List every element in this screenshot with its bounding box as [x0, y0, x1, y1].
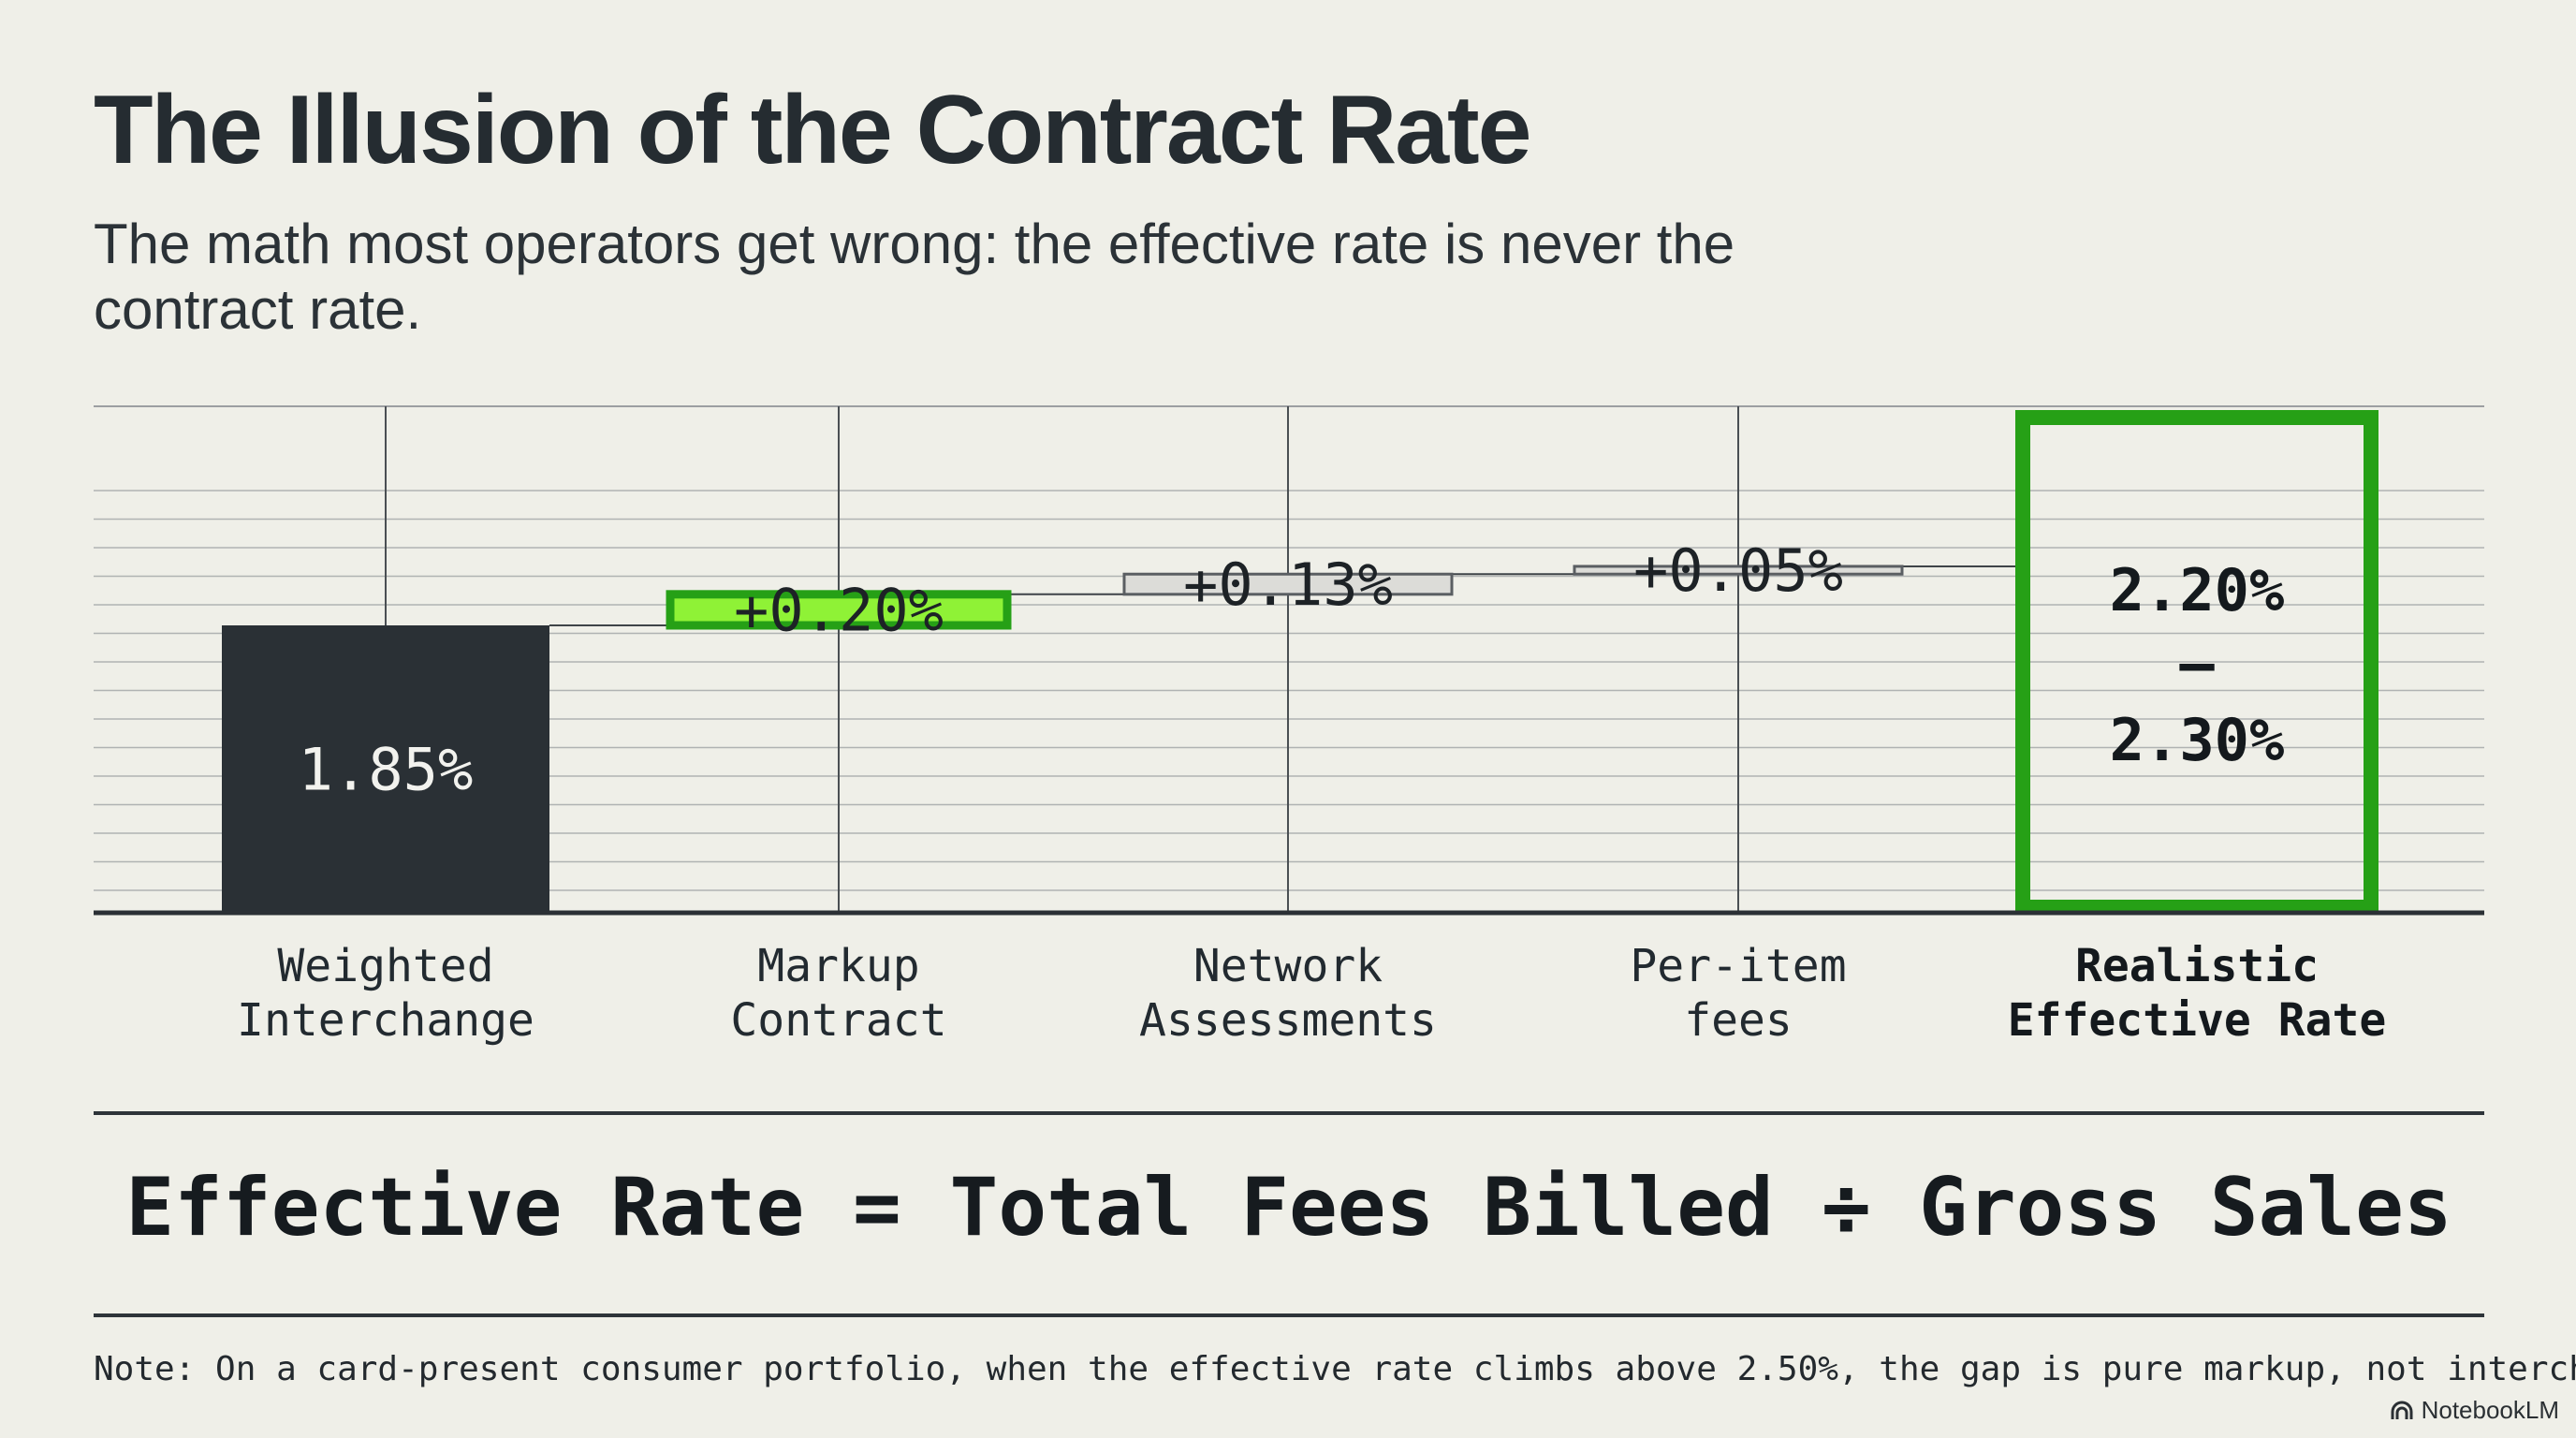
bar-increment — [1573, 565, 1904, 576]
bar-range-label: 2.20% — [2110, 556, 2285, 624]
notebooklm-logo-icon — [2391, 1401, 2413, 1419]
category-label: Contract — [730, 994, 946, 1047]
chart-bar-labels: 1.85% +0.20% +0.13% +0.05% 2.20%– 2.30% — [299, 536, 2285, 803]
brand-watermark: NotebookLM — [2390, 1396, 2559, 1425]
brand-name: NotebookLM — [2421, 1396, 2559, 1424]
bar-value-label: 1.85% — [299, 736, 474, 804]
category-label: Interchange — [237, 994, 534, 1047]
bar-weighted-interchange — [222, 625, 549, 913]
category-label: Effective Rate — [2008, 994, 2387, 1047]
bar-increment — [666, 590, 1012, 630]
waterfall-chart: 1.85% +0.20% +0.13% +0.05% 2.20%– 2.30% Weigh… — [94, 405, 2484, 1047]
bar-realistic-effective-rate — [2015, 410, 2378, 915]
bar-value-label: +0.13% — [1183, 550, 1393, 619]
bar-value-label: +0.05% — [1633, 536, 1843, 605]
category-label: Assessments — [1139, 994, 1437, 1047]
effective-rate-formula: Effective Rate = Total Fees Billed ÷ Gro… — [125, 1161, 2452, 1255]
category-label: Per-item — [1630, 940, 1846, 992]
bar-increment — [1122, 572, 1454, 596]
bar-range-label: 2.30% — [2110, 706, 2285, 774]
category-label: Weighted — [277, 940, 493, 992]
footnote: Note: On a card-present consumer portfol… — [94, 1350, 2576, 1388]
category-label: Realistic — [2075, 940, 2319, 992]
page-subtitle: The math most operators get wrong: the e… — [94, 213, 1735, 341]
formula-top-rule — [94, 1111, 2484, 1115]
bar-range-label: – — [2179, 629, 2215, 697]
page-title: The Illusion of the Contract Rate — [94, 76, 1532, 184]
formula-bottom-rule — [94, 1313, 2484, 1317]
category-label: Network — [1193, 940, 1383, 992]
category-label: fees — [1684, 994, 1793, 1047]
category-label: Markup — [757, 940, 919, 992]
bar-value-label: +0.20% — [734, 576, 944, 644]
chart-connectors — [549, 565, 2023, 626]
chart-bars — [222, 410, 2378, 915]
